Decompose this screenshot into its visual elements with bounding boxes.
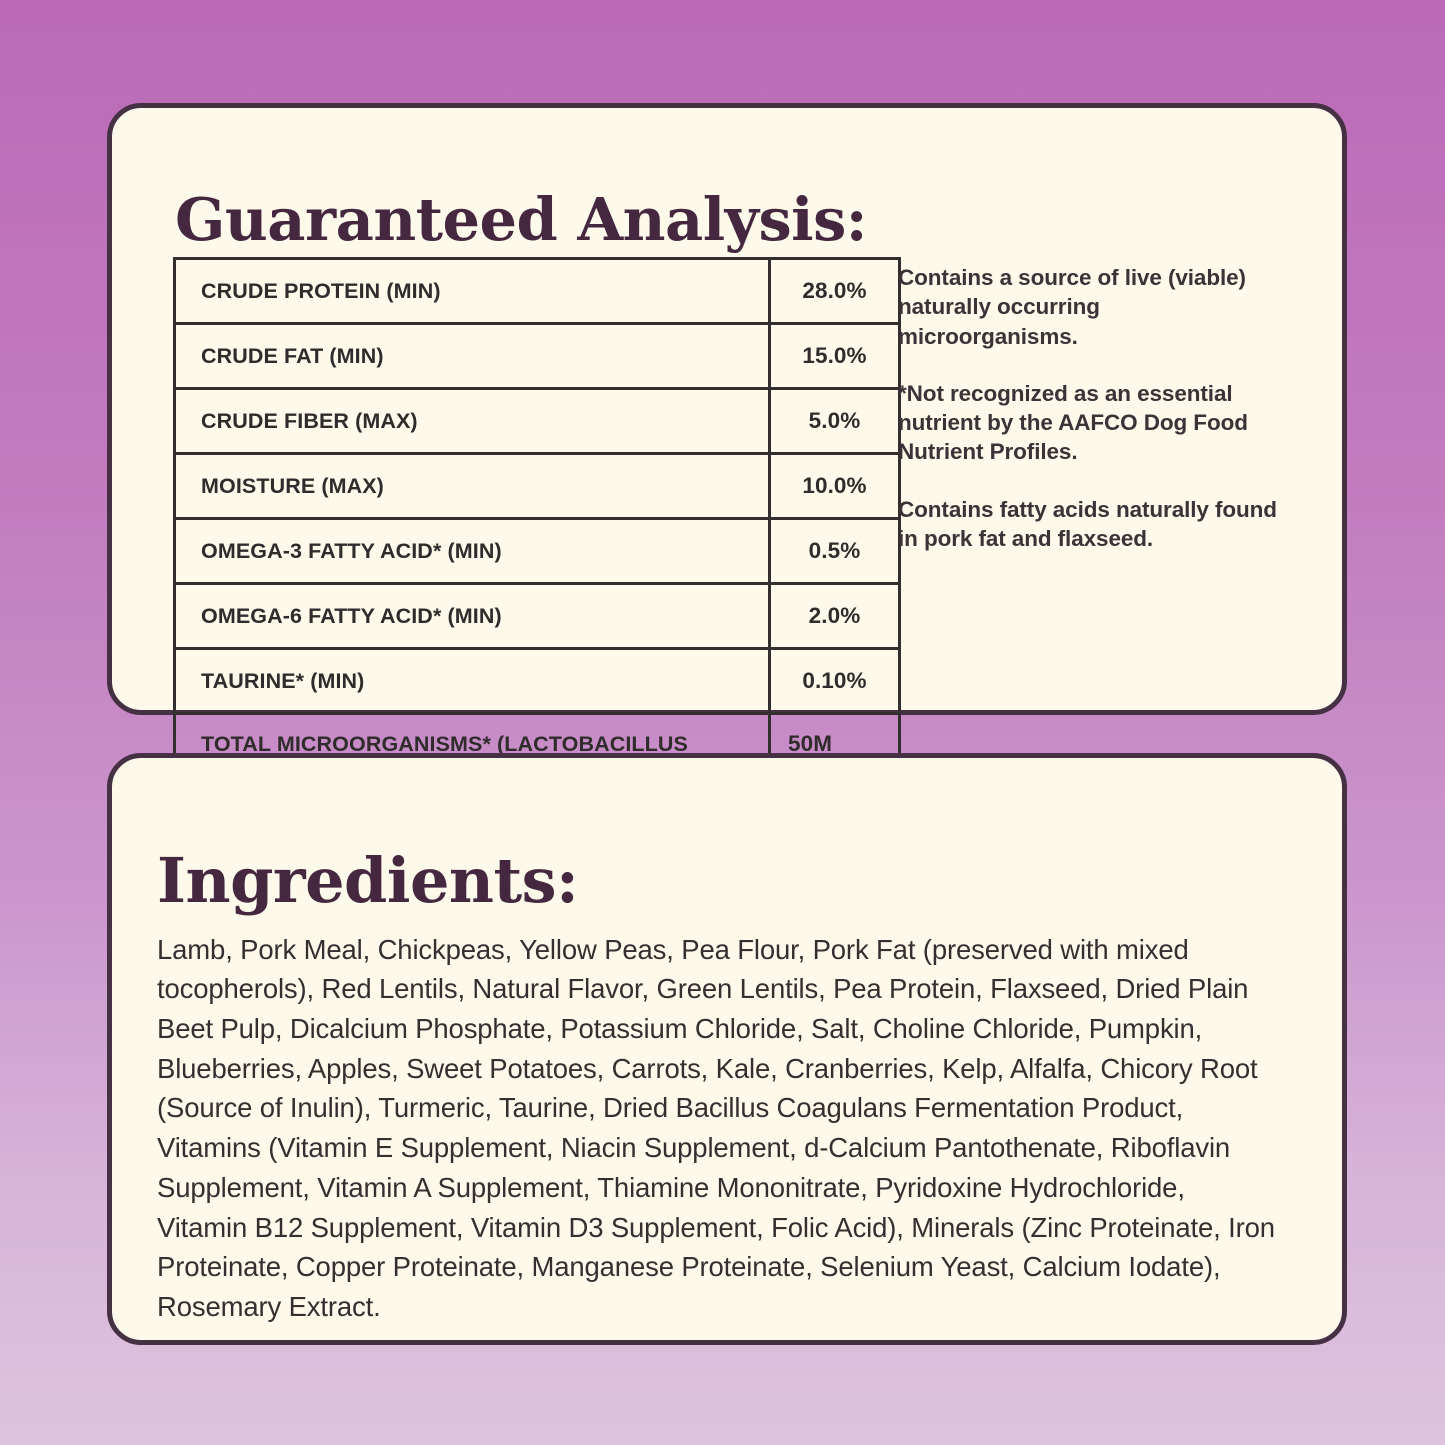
guaranteed-analysis-card: Guaranteed Analysis: CRUDE PROTEIN (MIN)…: [107, 103, 1347, 808]
analysis-notes: Contains a source of live (viable) natur…: [898, 263, 1278, 553]
ingredients-list-text: Lamb, Pork Meal, Chickpeas, Yellow Peas,…: [157, 933, 1275, 1323]
table-row: OMEGA-3 FATTY ACID* (MIN) 0.5%: [173, 517, 901, 585]
ingredients-card: Ingredients: Lamb, Pork Meal, Chickpeas,…: [107, 753, 1347, 1345]
nutrient-label: CRUDE PROTEIN (MIN): [173, 257, 771, 325]
nutrient-label: CRUDE FIBER (MAX): [173, 387, 771, 455]
nutrient-label: TAURINE* (MIN): [173, 647, 771, 715]
table-row: MOISTURE (MAX) 10.0%: [173, 452, 901, 520]
nutrient-value: 15.0%: [768, 322, 901, 390]
note-fatty-acids: Contains fatty acids naturally found in …: [898, 496, 1277, 551]
table-row: OMEGA-6 FATTY ACID* (MIN) 2.0%: [173, 582, 901, 650]
table-row: CRUDE FIBER (MAX) 5.0%: [173, 387, 901, 455]
nutrient-label: CRUDE FAT (MIN): [173, 322, 771, 390]
nutrient-value: 2.0%: [768, 582, 901, 650]
guaranteed-analysis-table: CRUDE PROTEIN (MIN) 28.0% CRUDE FAT (MIN…: [173, 257, 901, 808]
nutrient-label: OMEGA-6 FATTY ACID* (MIN): [173, 582, 771, 650]
nutrient-value: 10.0%: [768, 452, 901, 520]
nutrient-value: 0.10%: [768, 647, 901, 715]
table-row: TAURINE* (MIN) 0.10%: [173, 647, 901, 715]
table-row: CRUDE PROTEIN (MIN) 28.0%: [173, 257, 901, 325]
guaranteed-analysis-title: Guaranteed Analysis:: [175, 184, 868, 254]
note-live-microorganisms: Contains a source of live (viable) natur…: [898, 265, 1246, 349]
note-aafco-disclaimer: *Not recognized as an essential nutrient…: [898, 380, 1248, 465]
table-row: CRUDE FAT (MIN) 15.0%: [173, 322, 901, 390]
ingredients-title: Ingredients:: [157, 843, 579, 917]
nutrient-label: MOISTURE (MAX): [173, 452, 771, 520]
nutrient-value: 0.5%: [768, 517, 901, 585]
nutrient-value: 5.0%: [768, 387, 901, 455]
nutrient-label: OMEGA-3 FATTY ACID* (MIN): [173, 517, 771, 585]
nutrient-value: 28.0%: [768, 257, 901, 325]
